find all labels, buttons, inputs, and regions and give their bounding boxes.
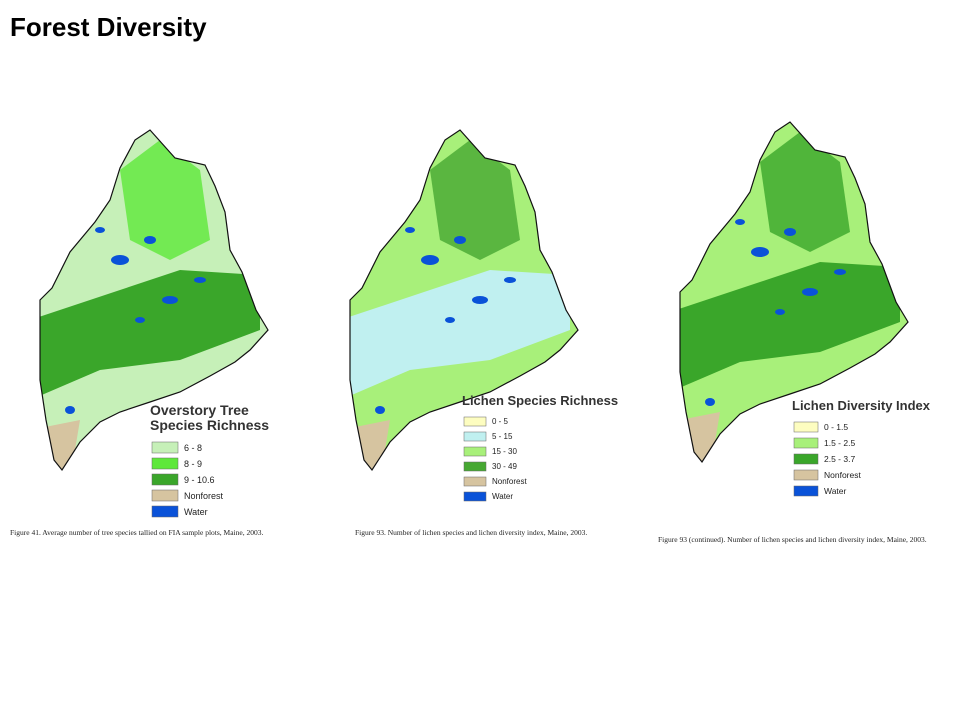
legend-swatch [463, 446, 487, 457]
legend-label: 6 - 8 [184, 443, 202, 453]
lake [445, 317, 455, 323]
legend-swatch [463, 431, 487, 442]
lake [95, 227, 105, 233]
legend-swatch [463, 491, 487, 502]
legend-label: Water [824, 486, 847, 496]
lake [162, 296, 178, 304]
map-zone [760, 132, 850, 252]
legend-label: Water [184, 507, 208, 517]
lake [735, 219, 745, 225]
map-zone [680, 262, 900, 392]
lake [784, 228, 796, 236]
legend-label: 30 - 49 [492, 462, 517, 471]
lake [504, 277, 516, 283]
lake [111, 255, 129, 265]
lake [472, 296, 488, 304]
legend-title: Species Richness [150, 417, 269, 433]
legend-swatch [151, 457, 179, 470]
map-nonforest [350, 420, 390, 470]
legend-swatch [463, 416, 487, 427]
legend-swatch [793, 421, 819, 433]
lake [775, 309, 785, 315]
legend-label: Nonforest [184, 491, 224, 501]
legend-label: Nonforest [492, 477, 527, 486]
legend-title: Lichen Species Richness [462, 393, 618, 408]
legend-label: Water [492, 492, 513, 501]
lake [802, 288, 818, 296]
lake [705, 398, 715, 406]
lake [135, 317, 145, 323]
slide-title: Forest Diversity [10, 12, 207, 42]
map-zone [350, 270, 570, 400]
lake [454, 236, 466, 244]
legend-swatch [793, 453, 819, 465]
legend-swatch [151, 489, 179, 502]
lake [751, 247, 769, 257]
lake [375, 406, 385, 414]
map-nonforest [40, 420, 80, 470]
legend-label: 1.5 - 2.5 [824, 438, 855, 448]
legend-swatch [151, 473, 179, 486]
map-zone [120, 140, 210, 260]
lake [194, 277, 206, 283]
legend-swatch [793, 437, 819, 449]
lake [421, 255, 439, 265]
map [679, 121, 909, 463]
legend-label: 0 - 1.5 [824, 422, 848, 432]
lake [405, 227, 415, 233]
legend-swatch [793, 485, 819, 497]
legend-title: Lichen Diversity Index [792, 398, 931, 413]
legend-label: Nonforest [824, 470, 861, 480]
figure-caption: Figure 41. Average number of tree specie… [10, 528, 263, 537]
legend-swatch [151, 441, 179, 454]
lake [834, 269, 846, 275]
legend-label: 15 - 30 [492, 447, 517, 456]
map-zone [430, 140, 520, 260]
figure-caption: Figure 93 (continued). Number of lichen … [658, 535, 927, 544]
legend-swatch [151, 505, 179, 518]
map-fill [680, 122, 908, 462]
legend-label: 5 - 15 [492, 432, 513, 441]
legend-swatch [463, 461, 487, 472]
legend-label: 2.5 - 3.7 [824, 454, 855, 464]
legend-swatch [463, 476, 487, 487]
map-nonforest [680, 412, 720, 462]
legend-label: 8 - 9 [184, 459, 202, 469]
lake [144, 236, 156, 244]
legend-label: 9 - 10.6 [184, 475, 215, 485]
lake [65, 406, 75, 414]
legend-swatch [793, 469, 819, 481]
legend-label: 0 - 5 [492, 417, 509, 426]
map-zone [40, 270, 260, 400]
figure-caption: Figure 93. Number of lichen species and … [355, 528, 587, 537]
legend-title: Overstory Tree [150, 402, 249, 418]
